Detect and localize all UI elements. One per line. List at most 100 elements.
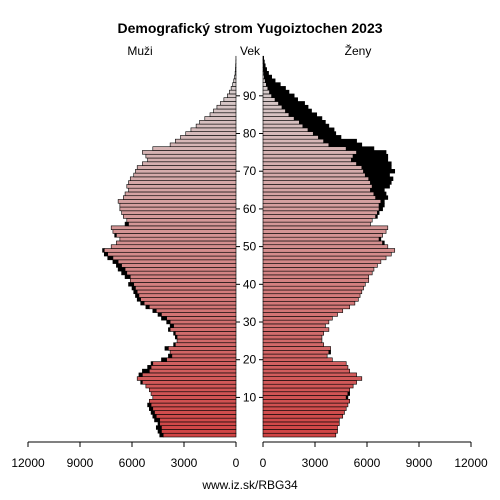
female-bar — [262, 127, 309, 132]
female-surplus-bar — [370, 187, 385, 193]
female-bar — [262, 395, 347, 400]
female-bar — [262, 161, 357, 166]
female-surplus-bar — [382, 240, 385, 246]
male-bar — [136, 165, 237, 170]
female-bar — [262, 361, 347, 366]
female-bar — [262, 169, 364, 174]
male-bar — [128, 221, 237, 227]
female-surplus-bar — [377, 210, 380, 215]
male-surplus-bar — [157, 429, 162, 434]
bars-group — [102, 55, 396, 438]
male-surplus-bar — [117, 267, 126, 272]
male-bar — [136, 289, 237, 295]
male-bar — [149, 398, 237, 404]
female-bar — [262, 319, 330, 325]
female-surplus-bar — [299, 120, 326, 125]
female-surplus-bar — [274, 97, 298, 102]
male-bar — [213, 108, 237, 114]
female-bar — [262, 293, 361, 298]
female-x-tick-label: 0 — [260, 456, 267, 470]
female-bar — [262, 82, 267, 87]
female-surplus-bar — [271, 93, 295, 99]
male-surplus-bar — [138, 372, 143, 377]
female-bar — [262, 255, 387, 261]
female-bar — [262, 187, 371, 193]
male-bar — [185, 131, 237, 136]
male-bar — [135, 169, 237, 174]
male-bar — [161, 312, 237, 317]
female-surplus-bar — [263, 67, 267, 72]
female-bar — [262, 365, 349, 370]
male-surplus-bar — [155, 425, 162, 430]
female-bar — [262, 176, 370, 181]
age-tick-label: 30 — [243, 315, 257, 329]
male-x-tick-label: 12000 — [11, 456, 45, 470]
female-bar — [262, 410, 345, 415]
male-surplus-bar — [152, 414, 157, 419]
male-surplus-bar — [145, 304, 150, 310]
female-surplus-bar — [380, 199, 385, 204]
male-x-tick-label: 6000 — [119, 456, 146, 470]
female-surplus-bar — [351, 157, 389, 163]
female-bar — [262, 153, 354, 159]
male-bar — [227, 93, 237, 99]
male-bar — [176, 334, 237, 340]
female-bar — [262, 112, 290, 117]
female-surplus-bar — [373, 191, 387, 197]
female-bar — [262, 86, 269, 91]
female-surplus-bar — [352, 153, 389, 159]
male-surplus-bar — [124, 274, 131, 279]
male-surplus-bar — [166, 319, 171, 325]
male-bar — [171, 353, 237, 359]
male-bar — [142, 150, 237, 155]
male-bar — [126, 218, 237, 223]
female-surplus-bar — [356, 150, 387, 155]
female-surplus-bar — [281, 104, 309, 110]
female-label: Ženy — [345, 43, 372, 58]
male-surplus-bar — [149, 406, 154, 411]
male-bar — [112, 255, 237, 261]
age-tick-label: 10 — [243, 390, 257, 404]
male-surplus-bar — [152, 308, 157, 313]
male-bar — [234, 71, 237, 76]
male-bar — [180, 135, 237, 140]
female-bar — [262, 233, 383, 238]
female-bar — [262, 116, 295, 121]
female-bar — [262, 308, 344, 313]
male-surplus-bar — [161, 357, 167, 362]
male-bar — [119, 206, 237, 212]
female-bar — [262, 357, 333, 362]
male-bar — [123, 195, 237, 200]
male-bar — [155, 414, 237, 419]
female-surplus-bar — [267, 86, 286, 91]
male-bar — [129, 278, 237, 283]
female-bar — [262, 312, 338, 317]
male-bar — [149, 387, 237, 393]
female-bar — [262, 180, 371, 185]
female-bar — [262, 157, 352, 163]
female-bar — [262, 78, 266, 83]
source-label: www.iz.sk/RBG34 — [201, 478, 298, 492]
male-bar — [220, 101, 237, 106]
male-bar — [169, 319, 237, 325]
age-tick-label: 50 — [243, 240, 257, 254]
female-bar — [262, 342, 324, 347]
male-surplus-bar — [147, 402, 152, 408]
male-bar — [168, 346, 237, 351]
male-bar — [119, 202, 237, 208]
male-bar — [169, 349, 237, 355]
male-bar — [149, 304, 237, 310]
male-bar — [204, 116, 237, 121]
female-bar — [262, 120, 300, 125]
male-surplus-bar — [107, 255, 114, 261]
male-bar — [230, 86, 237, 91]
age-tick-label: 40 — [243, 277, 257, 291]
female-bar — [262, 150, 357, 155]
female-bar — [262, 368, 350, 374]
male-bar — [126, 184, 237, 189]
male-bar — [145, 153, 237, 159]
male-x-tick-label: 3000 — [171, 456, 198, 470]
male-bar — [169, 327, 237, 332]
female-surplus-bar — [278, 101, 305, 106]
female-surplus-bar — [312, 131, 337, 136]
